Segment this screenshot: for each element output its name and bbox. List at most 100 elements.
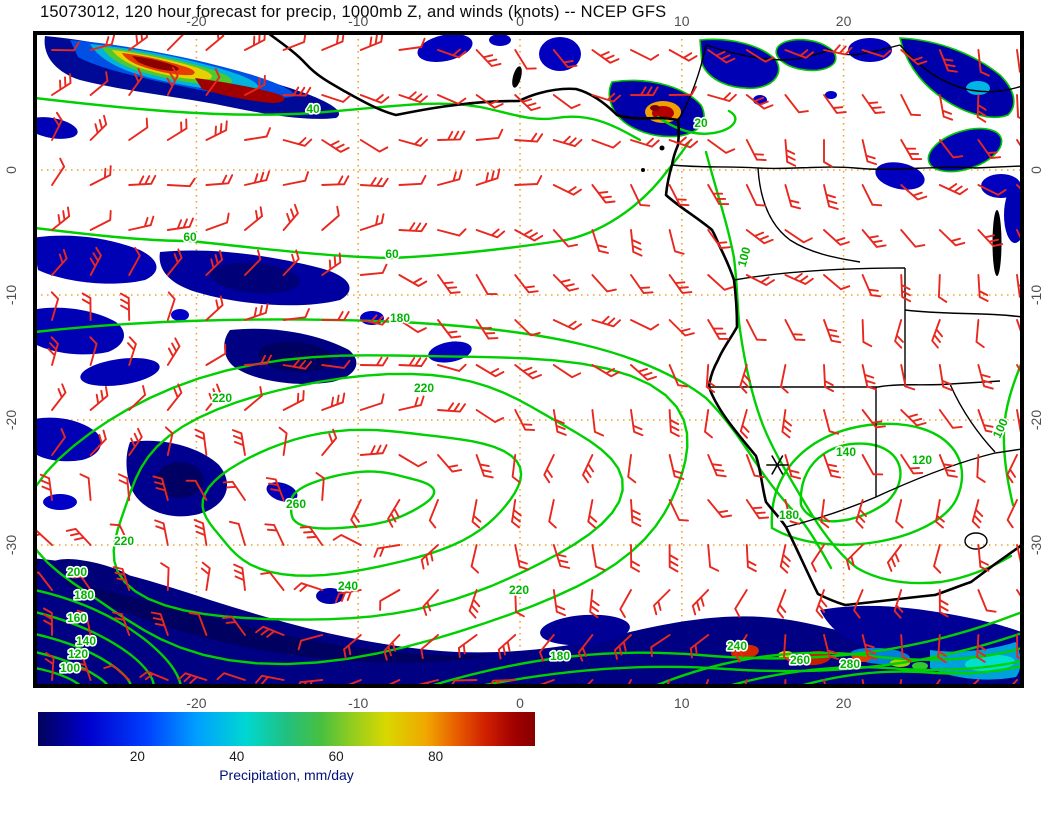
- wind-barb: [422, 589, 439, 616]
- wind-barb: [437, 130, 466, 141]
- wind-barb: [297, 679, 324, 685]
- wind-barb: [282, 249, 300, 276]
- wind-barb: [1016, 319, 1021, 335]
- wind-barb: [265, 477, 285, 501]
- wind-barb: [514, 409, 536, 432]
- wind-barb: [152, 475, 169, 501]
- precip-area: [912, 662, 928, 670]
- wind-barb: [359, 393, 385, 411]
- wind-barb: [745, 184, 767, 207]
- contour-label: 120: [68, 647, 88, 661]
- wind-barb: [784, 94, 809, 114]
- wind-barb: [938, 183, 969, 196]
- country-border: [949, 383, 996, 453]
- wind-barb: [373, 544, 401, 558]
- wind-barb: [89, 246, 102, 276]
- wind-barb: [321, 94, 351, 103]
- contour-label: 60: [385, 247, 399, 261]
- wind-barb: [591, 315, 622, 328]
- wind-barb: [205, 343, 227, 366]
- contour-label: 140: [836, 445, 856, 459]
- wind-barb: [781, 409, 793, 439]
- wind-barb: [350, 499, 362, 529]
- axis-tick-label: 10: [674, 13, 690, 29]
- wind-barb: [205, 295, 224, 321]
- wind-barb: [166, 34, 185, 51]
- wind-barb: [705, 364, 716, 393]
- wind-barb: [627, 679, 632, 685]
- axis-tick-label: -10: [348, 695, 368, 711]
- wind-barb: [971, 679, 980, 685]
- axis-tick-label: -20: [186, 695, 206, 711]
- wind-barb: [630, 229, 643, 257]
- axis-tick-label: 0: [1028, 166, 1044, 174]
- wind-barb: [514, 175, 543, 186]
- wind-barb: [1016, 409, 1021, 433]
- contour-label: 120: [912, 453, 932, 467]
- wind-barb: [744, 679, 748, 685]
- wind-barb: [894, 319, 904, 349]
- axis-tick-label: -10: [348, 13, 368, 29]
- wind-barb: [668, 544, 679, 573]
- wind-barb: [900, 139, 923, 161]
- wind-barb: [745, 454, 765, 479]
- wind-barb: [321, 311, 350, 321]
- wind-barb: [900, 409, 927, 427]
- wind-barb: [1016, 589, 1021, 599]
- wind-barb: [437, 363, 467, 372]
- wind-barb: [977, 229, 1004, 248]
- precip-area: [51, 559, 139, 591]
- wind-barb: [582, 454, 595, 484]
- wind-barb: [128, 67, 144, 96]
- wind-barb: [784, 499, 801, 525]
- wind-barb: [244, 127, 271, 141]
- precip-area: [650, 105, 660, 111]
- wind-barb: [591, 49, 620, 64]
- wind-barb: [776, 589, 787, 619]
- wind-barb: [1016, 544, 1021, 568]
- wind-barb: [471, 499, 482, 529]
- precip-area: [875, 162, 925, 190]
- contour-label: 220: [212, 391, 232, 405]
- axis-tick-label: 10: [674, 695, 690, 711]
- country-border: [709, 380, 1001, 388]
- wind-barb: [745, 139, 767, 162]
- wind-barb: [76, 609, 92, 636]
- wind-barb: [359, 34, 384, 51]
- wind-barb: [166, 383, 183, 411]
- wind-barb: [475, 364, 505, 378]
- wind-barb: [359, 314, 390, 326]
- wind-barb: [457, 634, 478, 658]
- wind-barb: [128, 215, 155, 231]
- wind-barb: [321, 428, 338, 456]
- axis-tick-label: -10: [3, 285, 19, 305]
- wind-barb: [50, 291, 60, 321]
- wind-barb: [976, 634, 987, 663]
- wind-barb: [977, 544, 990, 572]
- wind-barb: [591, 139, 621, 149]
- wind-barb: [630, 49, 660, 61]
- wind-barb: [552, 274, 579, 292]
- wind-barb: [127, 336, 137, 366]
- wind-barb: [630, 544, 640, 573]
- precip-area: [258, 341, 332, 373]
- wind-barb: [51, 383, 67, 411]
- wind-barb: [745, 229, 774, 245]
- wind-barb: [668, 319, 695, 337]
- wind-barb: [707, 139, 736, 154]
- wind-barb: [68, 570, 92, 591]
- coastline-layer: [267, 34, 1021, 607]
- wind-barb: [823, 679, 827, 685]
- wind-barb: [475, 228, 506, 239]
- axis-tick-label: 0: [516, 13, 524, 29]
- wind-barb: [1016, 274, 1021, 299]
- height-contour: [656, 109, 737, 135]
- wind-barb: [228, 520, 246, 546]
- wind-barb: [166, 248, 183, 276]
- height-contour: [36, 651, 109, 685]
- precip-area: [775, 38, 837, 72]
- wind-barb: [745, 499, 770, 520]
- precip-area: [966, 81, 990, 95]
- wind-barb: [779, 544, 791, 574]
- contour-label: 180: [390, 311, 410, 325]
